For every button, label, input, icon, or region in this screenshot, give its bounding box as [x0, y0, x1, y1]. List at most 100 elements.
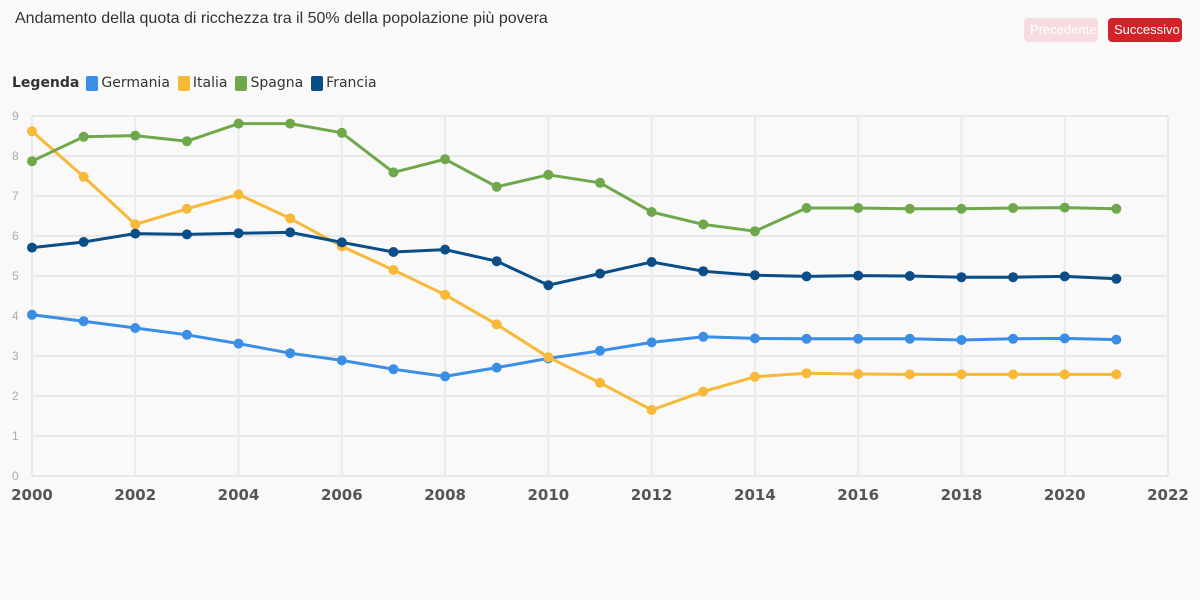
- data-point-spagna: [543, 169, 554, 180]
- legend: Legenda Germania Italia Spagna Francia: [12, 73, 385, 93]
- data-point-italia: [78, 171, 89, 182]
- x-tick-label: 2014: [734, 486, 776, 504]
- data-point-francia: [1008, 272, 1019, 283]
- data-point-germania: [1059, 333, 1070, 344]
- data-point-francia: [233, 228, 244, 239]
- data-point-germania: [78, 316, 89, 327]
- x-tick-label: 2012: [631, 486, 673, 504]
- data-point-italia: [388, 265, 399, 275]
- data-point-germania: [698, 331, 709, 342]
- legend-swatch-germania: [86, 75, 99, 91]
- data-point-francia: [181, 229, 192, 240]
- data-point-spagna: [801, 203, 812, 213]
- legend-label-germania: Germania: [101, 75, 170, 91]
- y-tick-label: 9: [12, 109, 19, 123]
- data-point-francia: [904, 271, 915, 281]
- data-point-italia: [646, 405, 657, 415]
- data-point-spagna: [491, 181, 502, 192]
- data-point-germania: [130, 323, 141, 333]
- data-point-germania: [388, 364, 399, 375]
- data-point-spagna: [646, 207, 657, 217]
- data-point-germania: [801, 333, 812, 344]
- data-point-francia: [388, 247, 399, 257]
- data-point-italia: [853, 369, 864, 379]
- data-point-germania: [27, 309, 37, 320]
- data-point-italia: [749, 371, 760, 382]
- data-point-francia: [491, 256, 502, 267]
- data-point-italia: [595, 377, 605, 388]
- data-point-germania: [181, 329, 192, 340]
- data-point-italia: [956, 369, 967, 380]
- y-tick-label: 2: [12, 389, 19, 403]
- data-point-italia: [491, 319, 502, 330]
- data-point-spagna: [78, 131, 89, 142]
- x-tick-label: 2008: [424, 486, 466, 504]
- x-tick-label: 2022: [1147, 486, 1189, 504]
- data-point-germania: [440, 371, 451, 382]
- y-tick-label: 0: [12, 469, 19, 483]
- data-point-spagna: [1008, 203, 1019, 213]
- data-point-francia: [440, 244, 451, 255]
- data-point-francia: [336, 237, 347, 248]
- x-tick-label: 2020: [1044, 486, 1086, 504]
- data-point-francia: [801, 271, 812, 282]
- y-tick-label: 1: [12, 429, 19, 443]
- legend-item-germania[interactable]: Germania: [86, 75, 170, 91]
- legend-label-spagna: Spagna: [250, 75, 304, 91]
- data-point-francia: [78, 237, 89, 247]
- legend-label-italia: Italia: [192, 75, 228, 91]
- x-tick-label: 2004: [218, 486, 260, 504]
- previous-button[interactable]: Precedente: [1024, 18, 1098, 42]
- data-point-spagna: [595, 177, 605, 188]
- data-point-germania: [491, 362, 502, 373]
- data-point-spagna: [1059, 202, 1070, 213]
- legend-swatch-francia: [311, 75, 324, 91]
- data-point-spagna: [1111, 203, 1122, 214]
- data-point-italia: [1111, 369, 1122, 380]
- data-point-germania: [1008, 333, 1019, 344]
- data-point-italia: [285, 213, 296, 224]
- legend-title: Legenda: [12, 75, 80, 91]
- data-point-italia: [698, 386, 709, 397]
- data-point-italia: [904, 369, 915, 380]
- data-point-germania: [646, 337, 657, 348]
- data-point-spagna: [904, 203, 915, 214]
- data-point-italia: [181, 203, 192, 214]
- legend-item-spagna[interactable]: Spagna: [235, 75, 303, 91]
- data-point-germania: [853, 333, 864, 344]
- x-tick-label: 2006: [321, 486, 363, 504]
- data-point-spagna: [440, 154, 451, 165]
- data-point-francia: [749, 270, 760, 281]
- data-point-italia: [440, 289, 451, 300]
- next-button[interactable]: Successivo: [1108, 18, 1182, 42]
- data-point-germania: [285, 348, 296, 359]
- data-point-spagna: [285, 118, 296, 129]
- data-point-francia: [956, 272, 967, 283]
- data-point-spagna: [336, 127, 347, 138]
- legend-swatch-spagna: [235, 75, 248, 91]
- data-point-italia: [27, 126, 37, 137]
- legend-item-francia[interactable]: Francia: [311, 75, 377, 91]
- data-point-francia: [853, 270, 864, 281]
- data-point-spagna: [388, 167, 399, 178]
- data-point-francia: [543, 280, 554, 291]
- legend-label-francia: Francia: [326, 75, 377, 91]
- data-point-francia: [1059, 271, 1070, 282]
- series-line-francia: [31, 230, 1117, 287]
- series-line-germania: [31, 313, 1117, 378]
- data-point-italia: [801, 368, 812, 379]
- legend-item-italia[interactable]: Italia: [177, 75, 228, 91]
- x-tick-label: 2010: [527, 486, 569, 504]
- y-tick-label: 8: [12, 149, 19, 163]
- data-point-spagna: [698, 219, 709, 230]
- data-point-germania: [904, 333, 915, 344]
- series-line-italia: [31, 130, 1117, 412]
- x-tick-label: 2018: [941, 486, 983, 504]
- data-point-italia: [130, 219, 141, 230]
- data-point-italia: [543, 352, 554, 363]
- data-point-spagna: [27, 156, 37, 167]
- data-point-italia: [1008, 369, 1019, 380]
- y-tick-label: 5: [12, 269, 19, 283]
- data-point-germania: [749, 333, 760, 344]
